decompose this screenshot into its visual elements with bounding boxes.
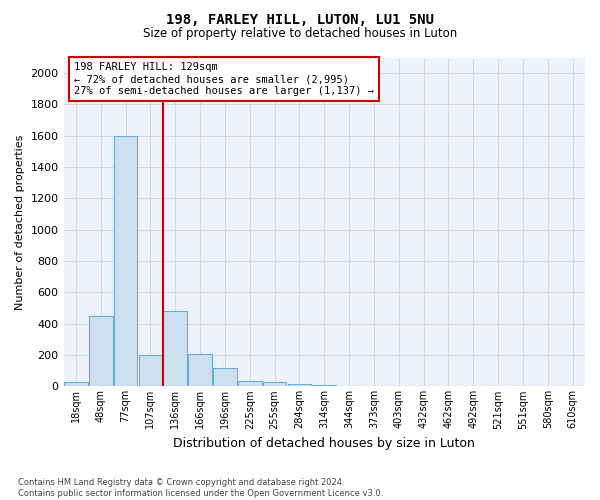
- Bar: [313, 385, 336, 386]
- Bar: [263, 382, 286, 386]
- Bar: [114, 136, 137, 386]
- Bar: [238, 381, 262, 386]
- Bar: [64, 382, 88, 386]
- Y-axis label: Number of detached properties: Number of detached properties: [15, 134, 25, 310]
- Text: 198 FARLEY HILL: 129sqm
← 72% of detached houses are smaller (2,995)
27% of semi: 198 FARLEY HILL: 129sqm ← 72% of detache…: [74, 62, 374, 96]
- Bar: [163, 311, 187, 386]
- Text: Size of property relative to detached houses in Luton: Size of property relative to detached ho…: [143, 28, 457, 40]
- X-axis label: Distribution of detached houses by size in Luton: Distribution of detached houses by size …: [173, 437, 475, 450]
- Text: Contains HM Land Registry data © Crown copyright and database right 2024.
Contai: Contains HM Land Registry data © Crown c…: [18, 478, 383, 498]
- Bar: [188, 354, 212, 386]
- Bar: [287, 384, 311, 386]
- Text: 198, FARLEY HILL, LUTON, LU1 5NU: 198, FARLEY HILL, LUTON, LU1 5NU: [166, 12, 434, 26]
- Bar: [89, 316, 113, 386]
- Bar: [139, 355, 162, 386]
- Bar: [213, 368, 237, 386]
